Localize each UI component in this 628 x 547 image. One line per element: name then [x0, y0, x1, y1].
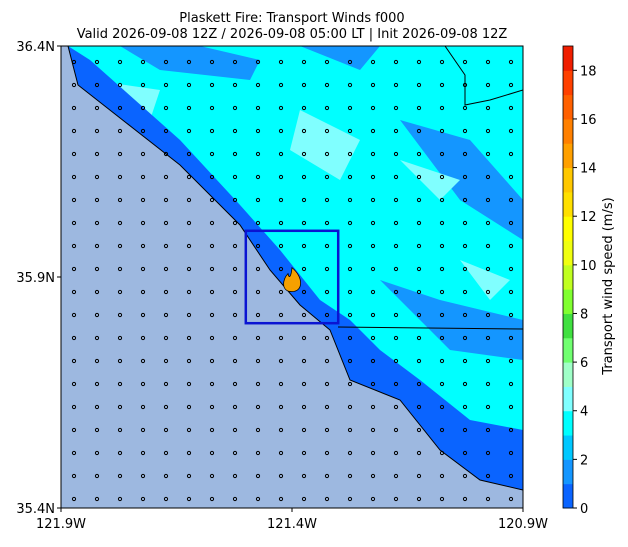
colorbar-tick-label: 4: [580, 405, 588, 420]
colorbar-band: [563, 167, 573, 193]
colorbar-band: [563, 94, 573, 120]
chart-subtitle: Valid 2026-09-08 12Z / 2026-09-08 05:00 …: [77, 27, 508, 42]
colorbar-band: [563, 240, 573, 266]
chart-title: Plaskett Fire: Transport Winds f000: [179, 11, 404, 26]
fire-box: [244, 229, 340, 325]
colorbar-tick-label: 10: [580, 259, 597, 274]
colorbar-band: [563, 435, 573, 460]
colorbar-tick-label: 14: [580, 162, 597, 177]
colorbar-band: [563, 46, 573, 71]
colorbar-tick-label: 2: [580, 453, 588, 468]
colorbar-tick-label: 6: [580, 356, 588, 371]
colorbar-band: [563, 410, 573, 436]
y-tick-label: 35.4N: [16, 502, 55, 517]
colorbar-frame: [562, 45, 574, 509]
colorbar-band: [563, 191, 573, 217]
y-tick-label: 35.9N: [16, 271, 55, 286]
colorbar-band: [563, 118, 573, 144]
colorbar-band: [563, 143, 573, 169]
colorbar-tick-label: 18: [580, 64, 597, 79]
colorbar-tick-label: 0: [580, 502, 588, 517]
county-border: [337, 46, 523, 330]
colorbar-band: [563, 337, 573, 363]
x-tick-label: 120.9W: [498, 517, 548, 532]
colorbar-band: [563, 362, 573, 387]
colorbar-tick-label: 12: [580, 210, 597, 225]
colorbar-band: [563, 313, 573, 339]
colorbar-band: [563, 289, 573, 314]
map-area: [61, 46, 523, 508]
fire-marker: [283, 266, 302, 293]
colorbar-band: [563, 459, 573, 485]
colorbar-band: [563, 70, 573, 96]
colorbar-band: [563, 264, 573, 290]
colorbar-tick-label: 16: [580, 113, 597, 128]
colorbar-tick-label: 8: [580, 307, 588, 322]
colorbar-band: [563, 216, 573, 242]
y-tick-label: 36.4N: [16, 40, 55, 55]
colorbar-band: [563, 386, 573, 412]
x-tick-label: 121.4W: [267, 517, 317, 532]
colorbar-band: [563, 483, 573, 509]
colorbar-label: Transport wind speed (m/s): [601, 197, 616, 375]
x-tick-label: 121.9W: [36, 517, 86, 532]
